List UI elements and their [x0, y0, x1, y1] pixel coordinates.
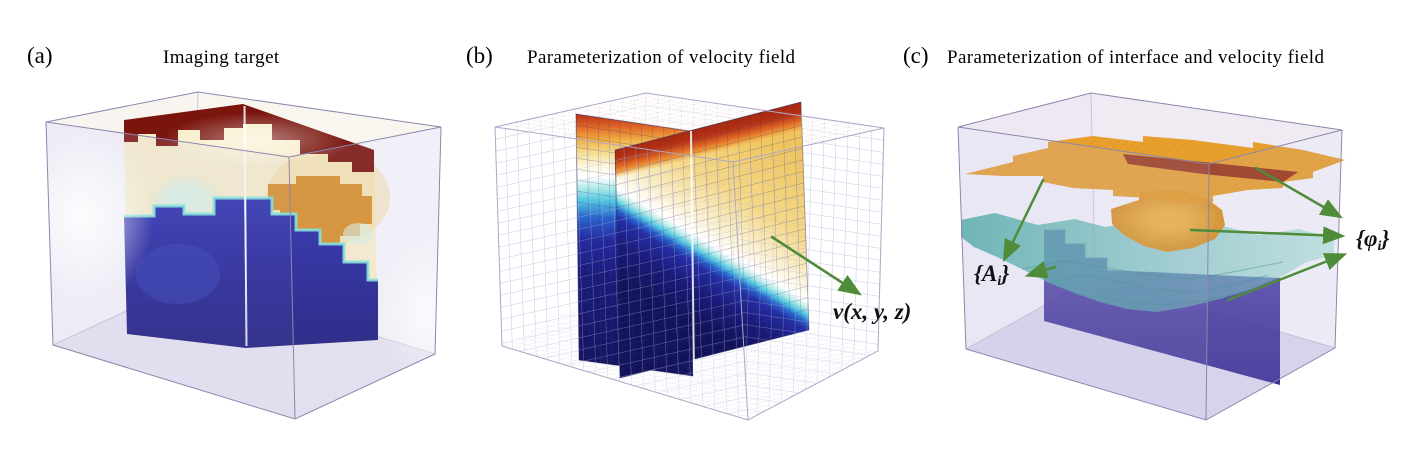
cyan-fringe [246, 196, 378, 282]
interface-surface-orange [965, 136, 1345, 202]
velocity-slice-right [243, 104, 390, 348]
annotation-amplitudes-post: } [1001, 261, 1010, 286]
cube-front-left-face [958, 127, 1209, 420]
panel-c-visualization [957, 92, 1348, 421]
velocity-annotation-arrow [770, 235, 862, 296]
terrace-line [1072, 290, 1249, 306]
navy-layer [246, 198, 378, 348]
annotation-arrows [1003, 166, 1348, 302]
maroon-streak [1123, 154, 1298, 182]
interface-surface-teal [961, 190, 1334, 312]
cyan-fringe [124, 196, 246, 218]
terrace-line [1021, 260, 1284, 280]
panel-a-title: Imaging target [163, 47, 280, 68]
cube-lattice-front [494, 92, 885, 421]
cube-front-left-face [495, 127, 748, 420]
annotation-amplitudes-sub: i [997, 272, 1002, 288]
arrow-to-interfaces-2 [1189, 226, 1346, 245]
panel-b-visualization [494, 92, 885, 421]
cube-front-right-face [733, 128, 884, 420]
terrace-line [1046, 274, 1269, 294]
haze [28, 127, 153, 307]
cube-top-face [958, 93, 1342, 164]
arrow-to-interfaces-3 [1226, 253, 1348, 302]
annotation-interfaces-post: } [1381, 226, 1390, 251]
arrow-to-amplitudes-1 [1003, 178, 1045, 263]
haze [378, 237, 458, 387]
panel-b-label: (b) [466, 43, 493, 68]
panel-a-label: (a) [27, 43, 53, 68]
panel-a-visualization [28, 91, 458, 420]
annotation-interfaces-pre: {φ [1356, 226, 1378, 251]
annotation-interfaces: {φi} [1356, 227, 1389, 253]
cube-front-edges [45, 91, 442, 420]
arrow-to-amplitudes-2 [1024, 261, 1057, 279]
annotation-interfaces-sub: i [1377, 237, 1382, 253]
cube-front-edges [957, 92, 1343, 421]
annotation-amplitudes: {Ai} [974, 262, 1009, 288]
panel-c-title: Parameterization of interface and veloci… [947, 47, 1325, 68]
panel-c-label: (c) [903, 43, 929, 68]
orange-anomaly-patch [1111, 190, 1225, 252]
annotation-amplitudes-pre: {A [974, 261, 998, 286]
navy-layer [124, 198, 246, 348]
annotation-velocity: v(x, y, z) [833, 299, 912, 324]
panel-b-title: Parameterization of velocity field [527, 47, 796, 68]
arrow-to-interfaces-1 [1254, 166, 1343, 219]
cube-front-right-face [1206, 130, 1342, 420]
cube-edges [494, 92, 885, 421]
